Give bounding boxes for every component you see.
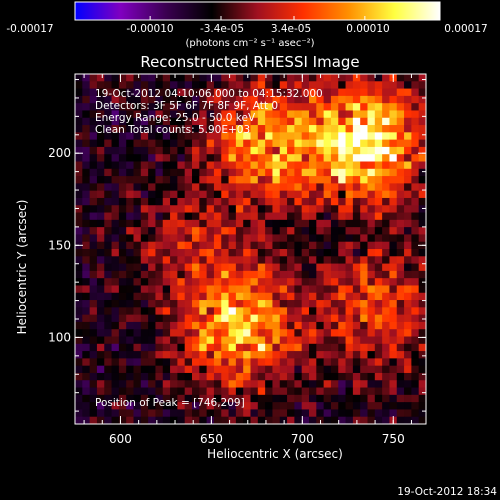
colorbar-tick-label: 0.00017 (444, 23, 488, 35)
colorbar-units: (photons cm⁻² s⁻¹ asec⁻²) (185, 38, 315, 49)
y-tick-label: 100 (48, 330, 71, 344)
time-range-label: 19-Oct-2012 04:10:06.000 to 04:15:32.000 (95, 88, 323, 100)
x-tick-label: 700 (291, 432, 314, 446)
clean-counts-label: Clean Total counts: 5.90E+03 (95, 124, 251, 136)
y-tick-label: 200 (48, 146, 71, 160)
footer-timestamp: 19-Oct-2012 18:34 (397, 486, 497, 498)
heatmap-image (75, 74, 427, 425)
colorbar-tick-label: -3.4e-05 (199, 23, 245, 35)
x-tick-label: 650 (200, 432, 223, 446)
detectors-label: Detectors: 3F 5F 6F 7F 8F 9F, Att 0 (95, 100, 279, 112)
plot-title: Reconstructed RHESSI Image (140, 53, 360, 71)
x-axis-label: Heliocentric X (arcsec) (207, 447, 343, 461)
plot-frame (74, 73, 427, 425)
colorbar-tick-label: -0.00017 (6, 23, 54, 35)
x-tick-label: 750 (382, 432, 405, 446)
colorbar-tick-label: 0.00010 (346, 23, 390, 35)
energy-range-label: Energy Range: 25.0 - 50.0 keV (95, 112, 256, 124)
y-axis-label: Heliocentric Y (arcsec) (15, 199, 29, 335)
y-tick-label: 150 (48, 238, 71, 252)
colorbar-tick-label: -0.00010 (126, 23, 174, 35)
x-tick-label: 600 (109, 432, 132, 446)
colorbar (74, 1, 441, 21)
colorbar-tick-label: 3.4e-05 (270, 23, 312, 35)
peak-position-label: Position of Peak = [746,209] (95, 397, 245, 409)
